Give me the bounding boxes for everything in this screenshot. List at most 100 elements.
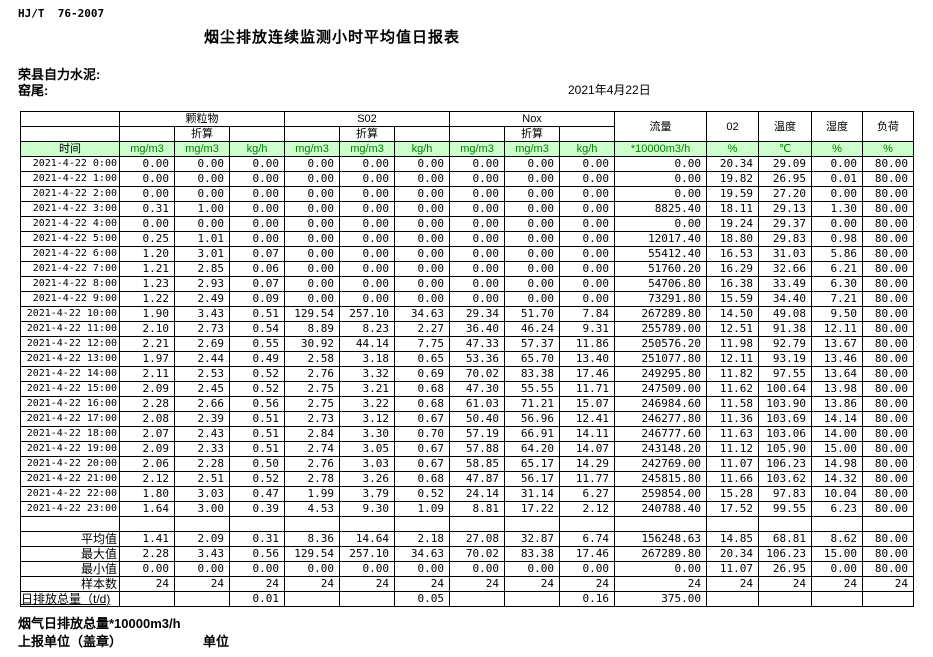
- value-cell: 0.51: [228, 411, 286, 427]
- value-cell: 1.80: [119, 486, 175, 502]
- value-cell: 2.74: [284, 441, 341, 457]
- value-cell: 2.75: [284, 381, 341, 397]
- value-cell: 2.07: [119, 426, 175, 442]
- unit-cell: mg/m3: [284, 141, 341, 157]
- daily-total-value-cell: 375.00: [614, 591, 708, 607]
- value-cell: 129.54: [284, 306, 341, 322]
- value-cell: 56.96: [504, 411, 561, 427]
- summary-value-cell: 24: [394, 576, 451, 592]
- unit-cell: mg/m3: [449, 141, 506, 157]
- value-cell: 2.76: [284, 456, 341, 472]
- col-humidity: 湿度: [811, 111, 864, 142]
- value-cell: 0.00: [394, 261, 451, 277]
- value-cell: 0.68: [394, 396, 451, 412]
- value-cell: 3.21: [339, 381, 396, 397]
- value-cell: 2.12: [119, 471, 175, 487]
- value-cell: 0.69: [394, 366, 451, 382]
- value-cell: 0.00: [284, 201, 341, 217]
- time-cell: 2021-4-22 10:00: [20, 306, 120, 322]
- value-cell: 12017.40: [614, 231, 708, 247]
- value-cell: 8825.40: [614, 201, 708, 217]
- data-row: 2021-4-22 4:00 0.00 0.00 0.00 0.00 0.00 0.00 0.…: [20, 216, 915, 232]
- summary-value-cell: 83.38: [504, 546, 561, 562]
- value-cell: 0.00: [559, 201, 616, 217]
- value-cell: 2.06: [119, 456, 175, 472]
- value-cell: 0.00: [449, 276, 506, 292]
- value-cell: 0.70: [394, 426, 451, 442]
- empty-cell: [394, 516, 451, 532]
- daily-total-value-cell: [706, 591, 760, 607]
- value-cell: 0.25: [119, 231, 175, 247]
- value-cell: 11.12: [706, 441, 760, 457]
- summary-label-cell: 最大值: [20, 546, 120, 562]
- summary-value-cell: 0.56: [228, 546, 286, 562]
- value-cell: 0.51: [228, 426, 286, 442]
- col-flow: 流量: [614, 111, 708, 142]
- value-cell: 251077.80: [614, 351, 708, 367]
- value-cell: 80.00: [862, 291, 915, 307]
- value-cell: 103.90: [758, 396, 813, 412]
- value-cell: 57.37: [504, 336, 561, 352]
- empty-cell: [284, 516, 341, 532]
- summary-value-cell: 80.00: [862, 546, 915, 562]
- value-cell: 240788.40: [614, 501, 708, 517]
- daily-total-value-cell: [449, 591, 506, 607]
- summary-value-cell: 80.00: [862, 561, 915, 577]
- value-cell: 0.00: [228, 186, 286, 202]
- time-cell: 2021-4-22 9:00: [20, 291, 120, 307]
- value-cell: 14.50: [706, 306, 760, 322]
- subcol-converted: 折算: [174, 126, 230, 142]
- value-cell: 0.00: [504, 231, 561, 247]
- value-cell: 0.67: [394, 411, 451, 427]
- value-cell: 0.00: [228, 201, 286, 217]
- daily-total-value-cell: [339, 591, 396, 607]
- value-cell: 66.91: [504, 426, 561, 442]
- value-cell: 0.00: [559, 276, 616, 292]
- summary-value-cell: 24: [614, 576, 708, 592]
- summary-value-cell: 34.63: [394, 546, 451, 562]
- summary-value-cell: 14.85: [706, 531, 760, 547]
- col-group-so2: S02: [284, 111, 451, 127]
- value-cell: 7.84: [559, 306, 616, 322]
- value-cell: 11.63: [706, 426, 760, 442]
- data-row: 2021-4-22 20:00 2.06 2.28 0.50 2.76 3.03 0.67 5…: [20, 456, 915, 472]
- value-cell: 2.84: [284, 426, 341, 442]
- value-cell: 2.39: [174, 411, 230, 427]
- value-cell: 0.00: [174, 186, 230, 202]
- summary-value-cell: 0.00: [284, 561, 341, 577]
- value-cell: 6.23: [811, 501, 864, 517]
- value-cell: 16.29: [706, 261, 760, 277]
- unit-cell: %: [862, 141, 915, 157]
- empty-cell: [559, 516, 616, 532]
- daily-total-value-cell: 0.01: [228, 591, 286, 607]
- summary-value-cell: 0.00: [559, 561, 616, 577]
- data-row: 2021-4-22 7:00 1.21 2.85 0.06 0.00 0.00 0.00 0.…: [20, 261, 915, 277]
- value-cell: 49.08: [758, 306, 813, 322]
- value-cell: 2.58: [284, 351, 341, 367]
- value-cell: 0.68: [394, 471, 451, 487]
- value-cell: 0.49: [228, 351, 286, 367]
- value-cell: 2.45: [174, 381, 230, 397]
- summary-value-cell: 0.00: [811, 561, 864, 577]
- value-cell: 1.97: [119, 351, 175, 367]
- value-cell: 17.22: [504, 501, 561, 517]
- value-cell: 2.44: [174, 351, 230, 367]
- time-cell: 2021-4-22 16:00: [20, 396, 120, 412]
- value-cell: 46.24: [504, 321, 561, 337]
- subcol-converted: 折算: [339, 126, 396, 142]
- empty-cell: [706, 516, 760, 532]
- value-cell: 246984.60: [614, 396, 708, 412]
- spacer-row: [20, 516, 915, 532]
- summary-value-cell: 24: [862, 576, 915, 592]
- value-cell: 8.23: [339, 321, 396, 337]
- summary-value-cell: 32.87: [504, 531, 561, 547]
- unit-label: 单位: [203, 634, 230, 649]
- value-cell: 6.27: [559, 486, 616, 502]
- time-cell: 2021-4-22 1:00: [20, 171, 120, 187]
- value-cell: 54706.80: [614, 276, 708, 292]
- summary-value-cell: 0.31: [228, 531, 286, 547]
- value-cell: 0.00: [449, 171, 506, 187]
- col-temp: 温度: [758, 111, 813, 142]
- value-cell: 0.65: [394, 351, 451, 367]
